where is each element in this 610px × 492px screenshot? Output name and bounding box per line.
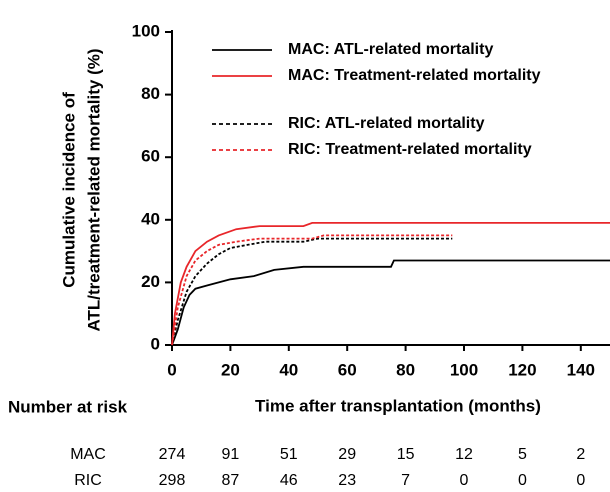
x-tick-label: 0 <box>167 360 176 379</box>
y-tick-label: 40 <box>141 209 160 228</box>
series-line <box>171 259 610 346</box>
y-tick-label: 100 <box>132 21 160 40</box>
y-axis-label: ATL/treatment-related mortality (%) <box>84 48 103 331</box>
risk-value: 298 <box>159 472 186 489</box>
risk-value: 0 <box>518 472 527 489</box>
risk-value: 7 <box>401 472 410 489</box>
x-tick-label: 140 <box>567 360 595 379</box>
y-tick-label: 20 <box>141 272 160 291</box>
y-axis-label: Cumulative incidence of <box>59 92 78 288</box>
legend-label: RIC: ATL-related mortality <box>288 115 485 132</box>
series-line <box>171 237 453 346</box>
risk-value: 0 <box>576 472 585 489</box>
y-tick-label: 0 <box>151 334 160 353</box>
risk-value: 46 <box>280 472 298 489</box>
x-tick-label: 20 <box>221 360 240 379</box>
x-tick-label: 80 <box>396 360 415 379</box>
risk-value: 12 <box>455 446 473 463</box>
risk-value: 29 <box>338 446 356 463</box>
risk-row-label: RIC <box>74 472 102 489</box>
x-axis-label: Time after transplantation (months) <box>255 396 541 415</box>
risk-value: 5 <box>518 446 527 463</box>
risk-value: 91 <box>222 446 240 463</box>
x-tick-label: 120 <box>508 360 536 379</box>
risk-value: 87 <box>222 472 240 489</box>
legend-label: RIC: Treatment-related mortality <box>288 141 532 158</box>
risk-value: 0 <box>460 472 469 489</box>
risk-table-title: Number at risk <box>8 397 128 416</box>
x-tick-label: 40 <box>279 360 298 379</box>
x-tick-label: 60 <box>338 360 357 379</box>
legend-label: MAC: Treatment-related mortality <box>288 67 541 84</box>
risk-value: 51 <box>280 446 298 463</box>
x-tick-label: 100 <box>450 360 478 379</box>
risk-value: 2 <box>576 446 585 463</box>
risk-value: 274 <box>159 446 186 463</box>
series-line <box>171 234 453 346</box>
risk-row-label: MAC <box>70 446 106 463</box>
risk-value: 15 <box>397 446 415 463</box>
y-tick-label: 60 <box>141 147 160 166</box>
risk-value: 23 <box>338 472 356 489</box>
legend-label: MAC: ATL-related mortality <box>288 41 493 58</box>
y-tick-label: 80 <box>141 84 160 103</box>
series-line <box>171 222 610 346</box>
